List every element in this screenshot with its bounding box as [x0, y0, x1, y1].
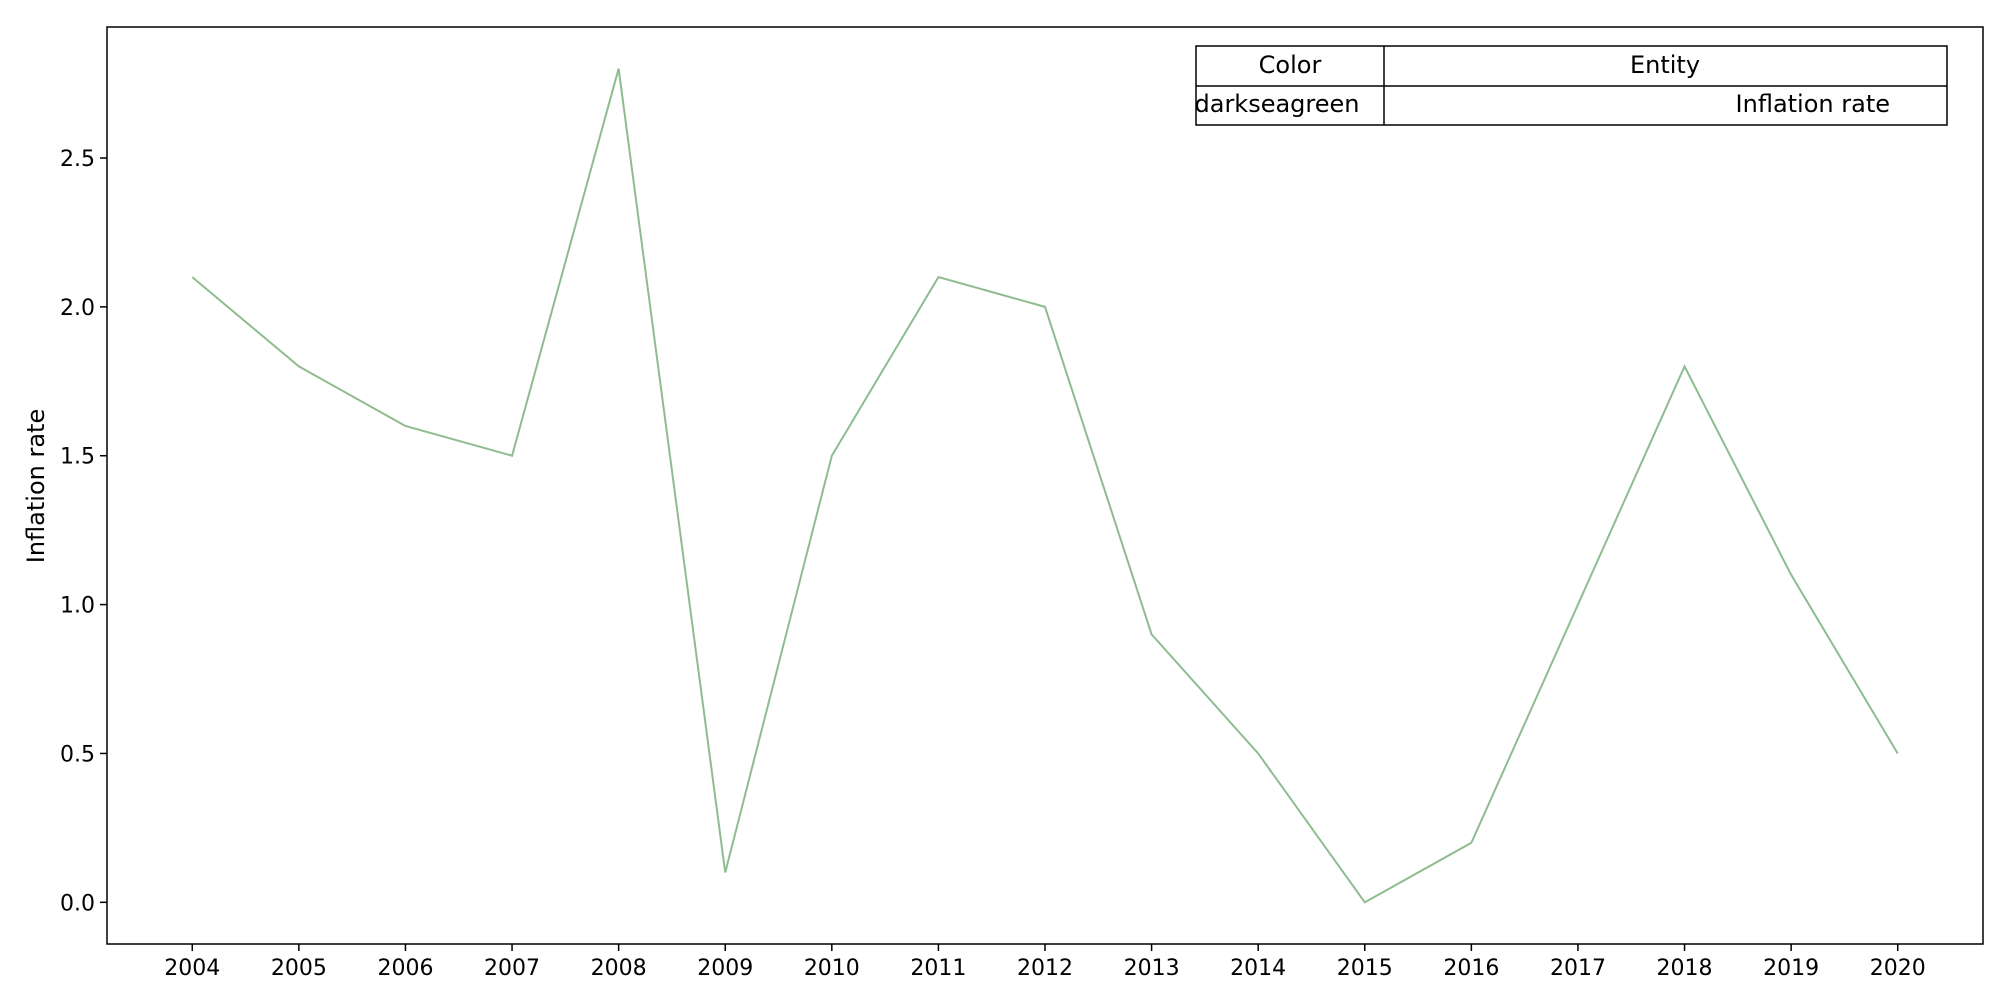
y-tick-label: 1.0 — [60, 594, 95, 619]
legend-entity-name: Inflation rate — [1736, 90, 1890, 118]
x-tick-label: 2017 — [1550, 956, 1606, 981]
x-tick-label: 2007 — [484, 956, 540, 981]
x-tick-label: 2005 — [271, 956, 327, 981]
x-tick-label: 2015 — [1337, 956, 1393, 981]
x-tick-label: 2012 — [1017, 956, 1073, 981]
y-tick-label: 2.5 — [60, 147, 95, 172]
y-tick-label: 1.5 — [60, 445, 95, 470]
axes: 2004 2005 2006 2007 2008 2009 2010 2011 2012 2013… — [60, 26, 1984, 981]
y-tick-label: 2.0 — [60, 296, 95, 321]
x-tick-label: 2016 — [1443, 956, 1499, 981]
y-tick-label: 0.5 — [60, 742, 95, 767]
x-tick-label: 2006 — [377, 956, 433, 981]
y-tick-label: 0.0 — [60, 891, 95, 916]
series-line-inflation-rate — [191, 68, 1899, 904]
legend-table: Color Entity darkseagreen Inflation rate — [1195, 45, 1948, 126]
x-tick-label: 2004 — [164, 956, 220, 981]
plot-frame — [106, 26, 1984, 945]
x-tick-label: 2014 — [1230, 956, 1286, 981]
legend-header-color: Color — [1259, 51, 1322, 79]
x-tick-label: 2013 — [1124, 956, 1180, 981]
x-tick-label: 2018 — [1657, 956, 1713, 981]
y-axis-label: Inflation rate — [22, 409, 50, 563]
legend-color-name: darkseagreen — [1195, 90, 1360, 118]
x-tick-label: 2008 — [591, 956, 647, 981]
x-tick-label: 2010 — [804, 956, 860, 981]
x-tick-label: 2009 — [697, 956, 753, 981]
x-tick-label: 2020 — [1870, 956, 1926, 981]
legend-header-entity: Entity — [1630, 51, 1700, 79]
x-tick-label: 2011 — [910, 956, 966, 981]
x-tick-label: 2019 — [1763, 956, 1819, 981]
plot-area — [191, 68, 1899, 904]
